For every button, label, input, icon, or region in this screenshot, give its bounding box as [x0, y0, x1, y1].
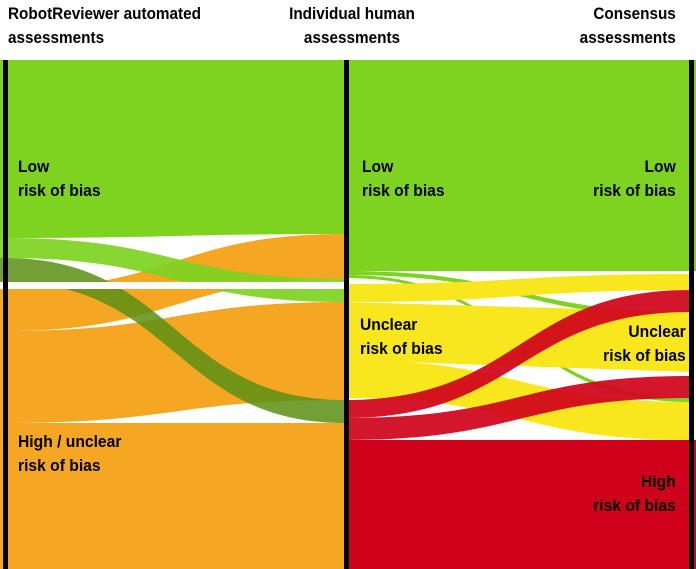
flow-high-unclear-to-high [0, 423, 345, 569]
flow-human-unclear-to-low [345, 274, 690, 302]
individual-header-line2: assessments [303, 28, 401, 47]
human-unclear-label: Unclear risk of bias [360, 313, 443, 361]
robot-high-unclear-label-line1: High / unclear [18, 432, 122, 451]
flow-human-high-to-unclear [345, 290, 690, 418]
consensus-high-label-line1: High [641, 472, 676, 491]
consensus-high-label-line2: risk of bias [593, 496, 676, 515]
consensus-axis [689, 60, 694, 569]
robot-low-label-line2: risk of bias [18, 181, 101, 200]
individual-header: Individual human assessments [271, 2, 433, 50]
consensus-low-label-line1: Low [644, 157, 676, 176]
flow-low-to-low [0, 60, 345, 238]
flow-human-high-to-high [345, 440, 696, 569]
consensus-unclear-label-line2: risk of bias [603, 346, 686, 365]
flow-low-to-high [0, 258, 345, 423]
human-unclear-label-line2: risk of bias [360, 339, 443, 358]
consensus-low-label-line2: risk of bias [593, 181, 676, 200]
robot-high-unclear-label: High / unclear risk of bias [18, 430, 121, 478]
consensus-header-line2: assessments [579, 28, 676, 47]
human-low-label-line1: Low [362, 157, 394, 176]
robot-low-label: Low risk of bias [18, 155, 101, 203]
robot-node-gap [0, 282, 345, 289]
flow-human-low-to-low [345, 60, 696, 271]
robot-header-line1: RobotReviewer automated [8, 4, 201, 23]
robot-axis [3, 60, 8, 569]
individual-header-line1: Individual human [289, 4, 415, 23]
human-low-label: Low risk of bias [362, 155, 445, 203]
robot-low-label-line1: Low [18, 157, 50, 176]
consensus-header: Consensus assessments [580, 2, 676, 50]
consensus-high-label: High risk of bias [593, 470, 676, 518]
robot-high-unclear-label-line2: risk of bias [18, 456, 101, 475]
robot-header-line2: assessments [8, 28, 105, 47]
human-unclear-label-line1: Unclear [360, 315, 418, 334]
consensus-unclear-label: Unclear risk of bias [603, 320, 686, 368]
individual-axis [344, 60, 349, 569]
robot-header: RobotReviewer automated assessments [8, 2, 201, 50]
consensus-unclear-label-line1: Unclear [628, 322, 686, 341]
consensus-low-label: Low risk of bias [593, 155, 676, 203]
consensus-header-line1: Consensus [593, 4, 676, 23]
flow-human-high-to-high-upper [345, 376, 690, 440]
human-low-label-line2: risk of bias [362, 181, 445, 200]
